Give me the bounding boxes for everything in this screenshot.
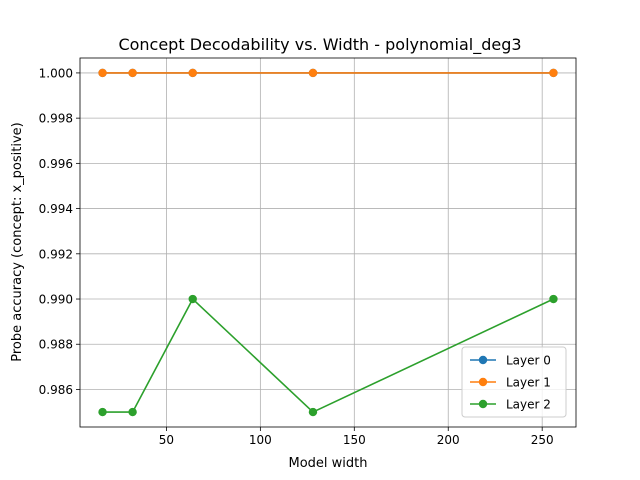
y-tick-label: 0.990 — [39, 293, 73, 307]
data-point — [128, 407, 137, 417]
legend-marker — [478, 399, 488, 409]
x-tick-label: 100 — [249, 433, 272, 447]
x-tick-label: 250 — [531, 433, 554, 447]
legend-label: Layer 2 — [506, 398, 551, 412]
x-tick-label: 50 — [159, 433, 174, 447]
data-point — [308, 68, 318, 78]
data-point — [549, 294, 558, 304]
grid — [80, 58, 576, 427]
data-point — [549, 68, 558, 78]
legend-item: Layer 1 — [470, 376, 551, 390]
y-tick-label: 0.986 — [39, 383, 73, 397]
y-tick-label: 0.992 — [39, 247, 73, 261]
axes: 50 100 150 200 250 0.986 0.988 0.990 0.992 0.994 0… — [39, 57, 577, 447]
legend-marker — [478, 377, 488, 387]
y-tick-label: 0.988 — [39, 338, 73, 352]
x-tick-label: 200 — [437, 433, 460, 447]
legend-item: Layer 2 — [470, 398, 551, 412]
x-tick-label: 150 — [343, 433, 366, 447]
y-axis-label: Probe accuracy (concept: x_positive) — [10, 122, 25, 361]
legend-label: Layer 1 — [506, 376, 551, 390]
series-layer-1 — [98, 68, 558, 78]
plot-frame — [79, 57, 577, 428]
data-point — [98, 68, 107, 78]
legend-marker — [478, 355, 488, 365]
legend-item: Layer 0 — [470, 354, 551, 368]
series-group — [98, 68, 558, 417]
data-point — [188, 68, 197, 78]
data-point — [188, 294, 197, 304]
chart-title: Concept Decodability vs. Width - polynom… — [118, 35, 521, 55]
data-point — [98, 407, 107, 417]
data-point — [128, 68, 137, 78]
legend-box — [461, 346, 567, 418]
y-tick-label: 0.994 — [39, 202, 73, 216]
y-tick-label: 0.998 — [39, 112, 73, 126]
legend-label: Layer 0 — [506, 354, 551, 368]
data-point — [308, 407, 318, 417]
y-tick-label: 1.000 — [39, 66, 73, 80]
x-axis-label: Model width — [289, 456, 368, 471]
y-tick-label: 0.996 — [39, 157, 73, 171]
series-layer-2 — [98, 294, 558, 417]
legend: Layer 0 Layer 1 Layer 2 — [461, 346, 567, 418]
